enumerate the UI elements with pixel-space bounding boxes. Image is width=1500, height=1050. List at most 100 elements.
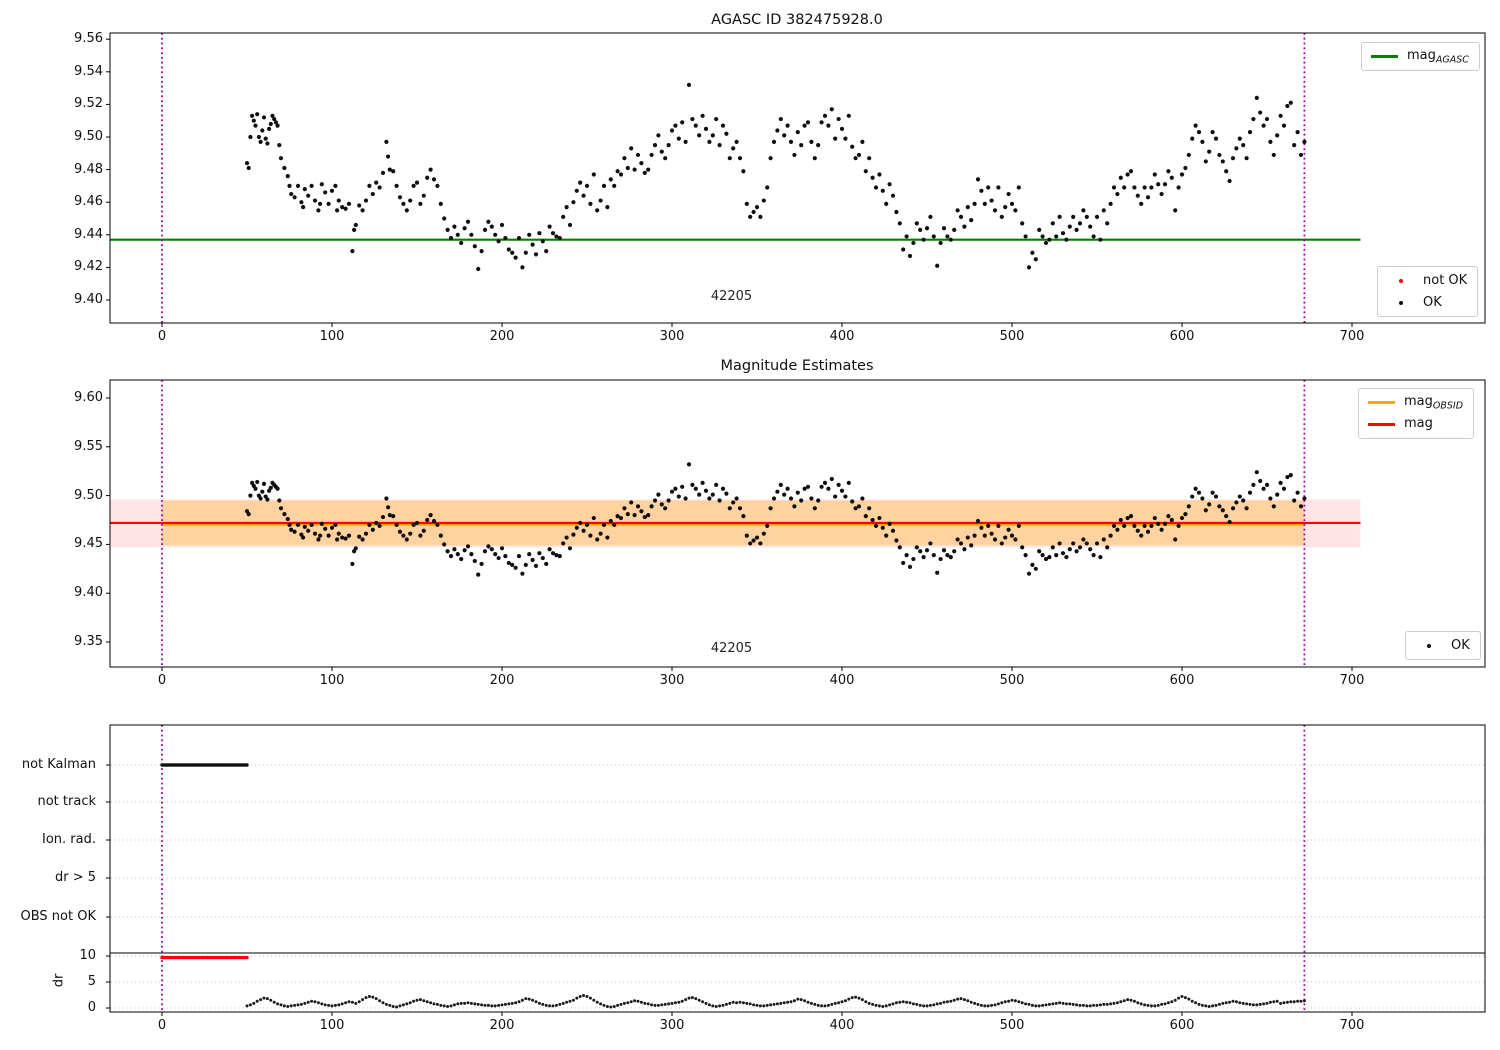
ok-point [253, 486, 258, 491]
ok-point [714, 482, 719, 487]
ok-point [302, 187, 307, 192]
ok-point [1006, 191, 1011, 197]
ok-point [741, 169, 746, 174]
ok-point [275, 123, 280, 128]
ok-point [741, 513, 746, 519]
dr-point [1268, 1000, 1272, 1004]
ok-point [561, 214, 566, 219]
dr-point [548, 1004, 552, 1008]
ok-point [404, 208, 409, 213]
dr-point [259, 998, 263, 1002]
dr-point [1064, 1002, 1068, 1006]
dr-point [303, 1001, 307, 1005]
ok-point [486, 219, 491, 224]
ok-point [1179, 172, 1185, 177]
dr-point [850, 996, 854, 1000]
ok-point [693, 123, 698, 128]
ok-point [299, 200, 304, 205]
ok-point [513, 255, 518, 260]
dr-point [1132, 999, 1136, 1003]
ok-point [1237, 136, 1242, 141]
ok-point [731, 500, 736, 505]
ok-point [1268, 139, 1273, 144]
ok-point [771, 139, 777, 144]
ok-point [571, 532, 576, 537]
ok-point [256, 134, 261, 140]
ok-point [680, 120, 685, 125]
ok-point [1159, 527, 1164, 532]
ok-point [782, 133, 787, 138]
ok-point [401, 533, 406, 538]
ok-point [761, 198, 766, 203]
ok-point [503, 235, 508, 241]
x-tick-label: 600 [1169, 329, 1195, 344]
dr-point [854, 995, 858, 999]
ok-point [754, 204, 760, 210]
ok-point [285, 516, 290, 522]
ok-point [1203, 159, 1208, 164]
ok-point [646, 167, 651, 172]
dr-point [418, 998, 422, 1002]
x-tick-label: 700 [1339, 329, 1365, 344]
line-swatch-icon [1368, 423, 1395, 426]
dr-point [629, 1000, 633, 1004]
ok-point [595, 537, 600, 542]
ok-point [622, 156, 627, 161]
ok-point [301, 204, 306, 210]
ok-point [486, 544, 491, 549]
ok-point [1288, 473, 1293, 478]
legend-item: OK [1415, 636, 1470, 655]
ok-point [1186, 152, 1191, 158]
ok-point [897, 221, 902, 226]
dr-point [724, 1002, 728, 1006]
ok-point [758, 214, 763, 219]
x-tick-label: 400 [829, 329, 855, 344]
dr-point [738, 1000, 742, 1004]
ok-point [482, 549, 488, 554]
ok-point [250, 113, 255, 118]
dr-point [323, 1003, 327, 1007]
ok-point [246, 512, 251, 517]
ok-point [717, 143, 722, 148]
ok-point [884, 533, 889, 538]
dr-point [1119, 1000, 1123, 1004]
ok-point [564, 204, 569, 210]
ok-point [700, 480, 705, 486]
dr-point [1030, 1003, 1034, 1007]
dr-point [575, 996, 579, 1000]
ok-point [352, 227, 357, 233]
dr-point [561, 1001, 565, 1005]
dr-point [1156, 1003, 1160, 1007]
ok-point [380, 170, 386, 175]
dr-point [367, 995, 371, 999]
dr-point [466, 1001, 470, 1005]
ok-point [778, 116, 783, 122]
dr-point [1139, 1002, 1143, 1006]
ok-point [707, 496, 712, 501]
ok-point [734, 139, 739, 144]
ok-point [935, 263, 940, 268]
dr-point [809, 1001, 813, 1005]
dr-point [769, 1003, 773, 1007]
ok-point [329, 188, 335, 193]
ok-point [270, 113, 275, 118]
ok-point [1149, 185, 1154, 190]
flag-label-not-track: not track [37, 794, 96, 809]
ok-point [663, 506, 668, 511]
dr-point [599, 1002, 603, 1006]
x-tick-label: 200 [489, 1018, 515, 1033]
ok-point [1162, 182, 1168, 187]
ok-point [887, 521, 892, 527]
ok-point [751, 538, 756, 543]
ok-point [676, 136, 681, 141]
dr-point [527, 997, 531, 1001]
ok-point [965, 204, 970, 210]
dr-point [1272, 1000, 1276, 1004]
dr-point [609, 1005, 613, 1009]
ok-point [680, 484, 685, 489]
ok-point [265, 497, 270, 502]
ok-point [598, 531, 603, 536]
dr-point [286, 1004, 290, 1008]
dr-point [262, 996, 266, 1000]
dr-point [670, 1001, 674, 1005]
